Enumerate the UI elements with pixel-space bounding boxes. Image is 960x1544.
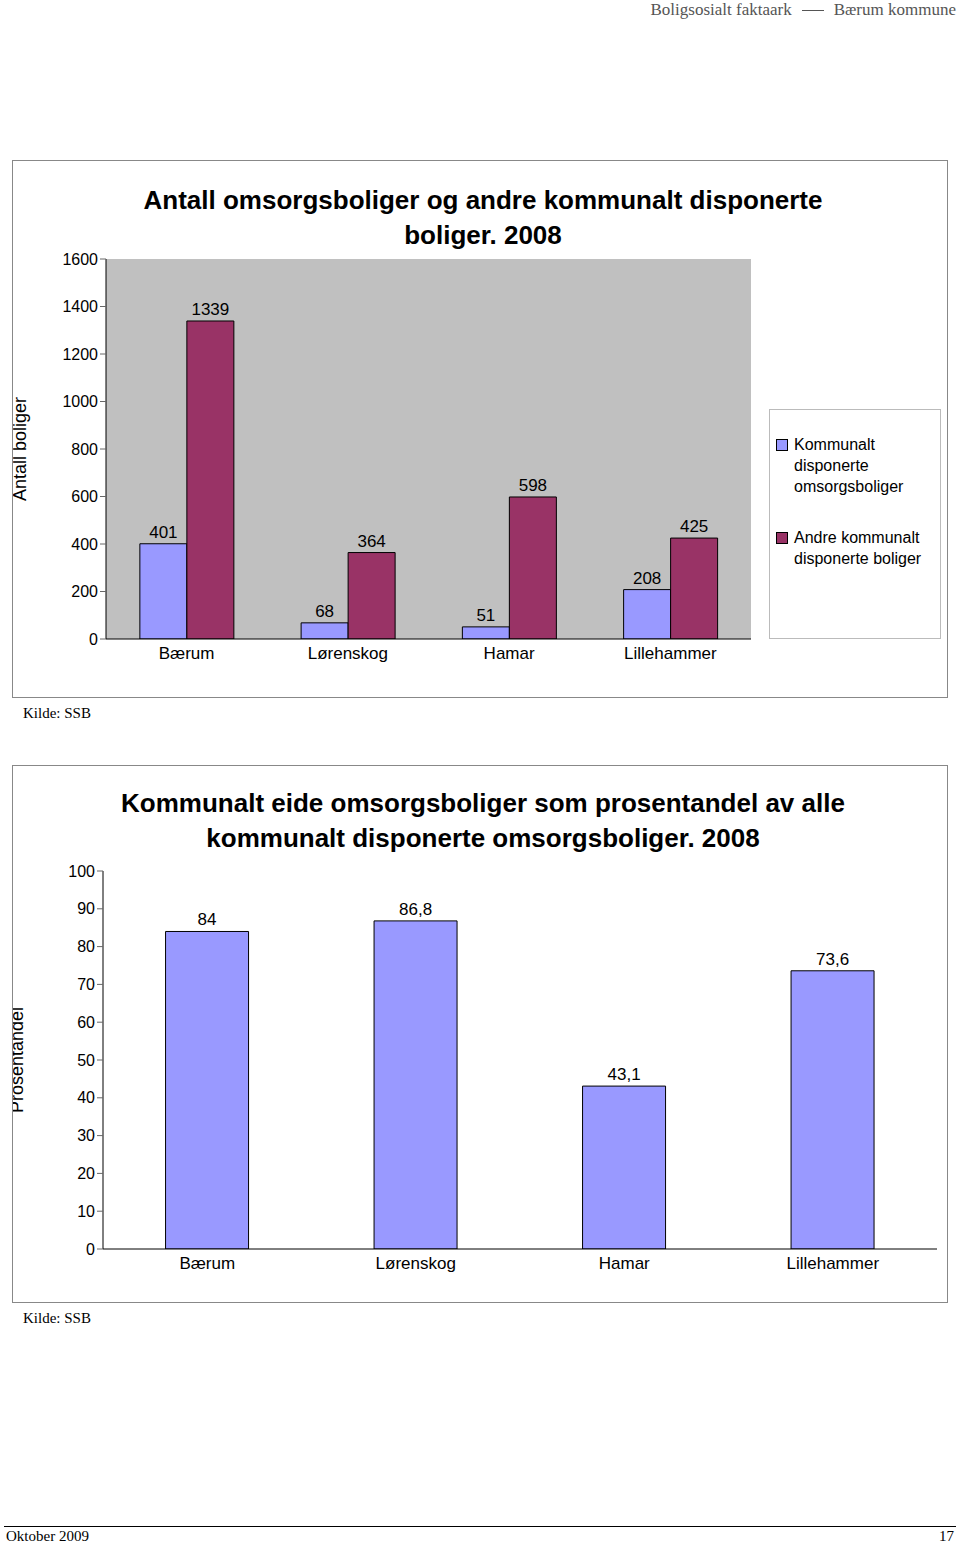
html-text:Kilde: SSB: Kilde: SSB xyxy=(23,1310,91,1326)
svg-text:Lørenskog: Lørenskog xyxy=(308,644,388,663)
html-text:Andre kommunalt disponerte bol: Andre kommunalt disponerte boliger xyxy=(794,529,922,567)
svg-text:84: 84 xyxy=(198,910,217,929)
svg-text:400: 400 xyxy=(71,536,98,553)
svg-text:10: 10 xyxy=(77,1203,95,1220)
svg-text:Hamar: Hamar xyxy=(599,1254,650,1273)
svg-text:200: 200 xyxy=(71,583,98,600)
svg-text:70: 70 xyxy=(77,976,95,993)
svg-text:425: 425 xyxy=(680,517,708,536)
html-text:Kommunalt eide omsorgsboliger: Kommunalt eide omsorgsboliger som prosen… xyxy=(121,788,845,853)
html-text:Oktober 2009: Oktober 2009 xyxy=(6,1528,89,1544)
svg-text:20: 20 xyxy=(77,1165,95,1182)
svg-text:Bærum: Bærum xyxy=(179,1254,235,1273)
svg-text:600: 600 xyxy=(71,488,98,505)
svg-text:364: 364 xyxy=(357,532,385,551)
svg-text:598: 598 xyxy=(519,476,547,495)
html-text:Antall omsorgsboliger og andre: Antall omsorgsboliger og andre kommunalt… xyxy=(143,185,823,250)
svg-text:Lillehammer: Lillehammer xyxy=(624,644,717,663)
html-text:Kommunalt disponerte omsorgsbo: Kommunalt disponerte omsorgsboliger xyxy=(794,436,904,495)
svg-text:68: 68 xyxy=(315,602,334,621)
svg-text:Bærum: Bærum xyxy=(159,644,215,663)
svg-text:208: 208 xyxy=(633,569,661,588)
svg-text:60: 60 xyxy=(77,1014,95,1031)
svg-text:0: 0 xyxy=(89,631,98,648)
html-text:Boligsosialt faktaark: Boligsosialt faktaark xyxy=(650,0,792,19)
html-text:Kilde: SSB: Kilde: SSB xyxy=(23,705,91,721)
svg-text:1339: 1339 xyxy=(191,300,229,319)
svg-text:1600: 1600 xyxy=(62,251,98,268)
svg-text:51: 51 xyxy=(476,606,495,625)
svg-text:Antall boliger: Antall boliger xyxy=(13,397,30,501)
svg-text:30: 30 xyxy=(77,1127,95,1144)
svg-text:Prosentandel: Prosentandel xyxy=(13,1007,27,1113)
svg-text:40: 40 xyxy=(77,1089,95,1106)
svg-text:1400: 1400 xyxy=(62,298,98,315)
svg-text:1200: 1200 xyxy=(62,346,98,363)
svg-text:73,6: 73,6 xyxy=(816,950,849,969)
svg-text:Lørenskog: Lørenskog xyxy=(376,1254,456,1273)
svg-text:0: 0 xyxy=(86,1241,95,1258)
svg-text:50: 50 xyxy=(77,1052,95,1069)
svg-text:86,8: 86,8 xyxy=(399,900,432,919)
svg-text:100: 100 xyxy=(68,863,95,880)
svg-text:90: 90 xyxy=(77,900,95,917)
html-text:Bærum kommune: Bærum kommune xyxy=(833,0,956,19)
svg-text:1000: 1000 xyxy=(62,393,98,410)
html-text:17: 17 xyxy=(939,1528,954,1544)
svg-text:Lillehammer: Lillehammer xyxy=(786,1254,879,1273)
svg-text:43,1: 43,1 xyxy=(608,1065,641,1084)
svg-text:80: 80 xyxy=(77,938,95,955)
svg-text:800: 800 xyxy=(71,441,98,458)
svg-text:Hamar: Hamar xyxy=(484,644,535,663)
svg-text:401: 401 xyxy=(149,523,177,542)
